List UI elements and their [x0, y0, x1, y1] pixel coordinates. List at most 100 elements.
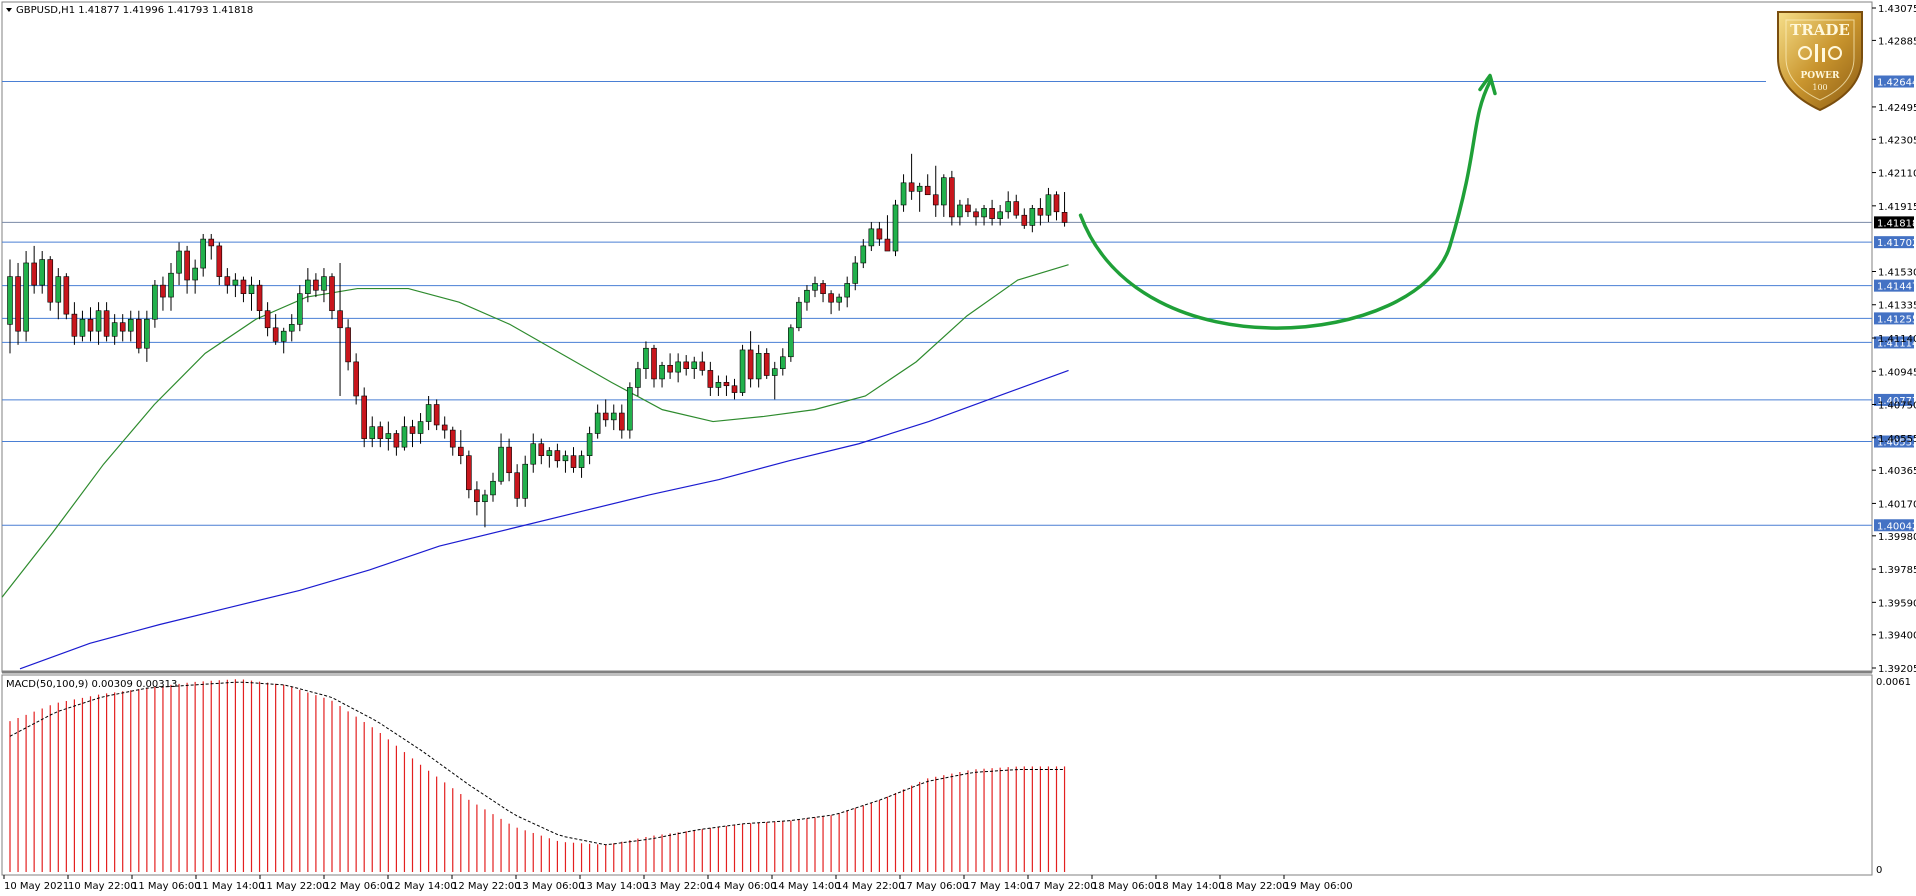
price-tick-label: 1.42305: [1878, 135, 1916, 146]
candle-body: [747, 349, 754, 380]
svg-text:TRADE: TRADE: [1790, 21, 1850, 39]
moving-averages: [1, 264, 1069, 670]
candle-body: [280, 330, 287, 342]
candle-body: [908, 182, 915, 192]
candle-body: [345, 327, 351, 363]
candle-body: [192, 267, 198, 281]
candle-body: [144, 318, 150, 349]
candle-body: [7, 276, 13, 325]
candle-body: [788, 327, 794, 358]
candle-body: [739, 349, 746, 393]
level-value: 1.41255: [1877, 314, 1916, 325]
candle-body: [15, 276, 21, 332]
candle-body: [425, 404, 432, 422]
svg-text:100: 100: [1812, 83, 1827, 92]
level-tag: [1874, 279, 1914, 292]
candle-body: [602, 412, 609, 421]
candle-body: [723, 382, 730, 387]
forecast-arrow: [1078, 73, 1497, 330]
candle-body: [136, 318, 142, 349]
candle-body: [288, 324, 295, 332]
candle-body: [981, 208, 987, 218]
candle-body: [232, 279, 239, 286]
candle-body: [184, 250, 190, 281]
level-value: 1.40042: [1877, 521, 1916, 532]
candle-body: [47, 259, 54, 303]
candle-body: [820, 283, 826, 294]
candle-body: [699, 361, 706, 371]
candle-body: [731, 385, 738, 393]
candle-body: [329, 276, 335, 312]
macd-label: MACD(50,100,9) 0.00309 0.00313: [6, 679, 177, 690]
candle-body: [417, 421, 424, 434]
candle-body: [55, 276, 62, 303]
candle-body: [707, 370, 714, 388]
trade-power-logo: TRADE POWER 100: [1772, 8, 1868, 114]
candle-body: [490, 480, 496, 496]
candle-body: [852, 262, 859, 284]
candle-body: [667, 364, 673, 373]
macd-indicator: [9, 679, 1066, 872]
candle-body: [828, 293, 834, 303]
candle-body: [248, 284, 255, 294]
candle-body: [924, 185, 931, 196]
candle-body: [570, 455, 577, 468]
time-label: 17 May 06:00: [900, 881, 969, 892]
level-tag: [1874, 312, 1914, 325]
candle-body: [940, 177, 947, 206]
candle-body: [119, 322, 126, 332]
price-tick-label: 1.41915: [1878, 202, 1916, 213]
candle-body: [989, 208, 995, 219]
candle-body: [949, 177, 955, 218]
time-label: 11 May 22:00: [260, 881, 329, 892]
candle-body: [514, 472, 520, 499]
candle-body: [812, 283, 818, 291]
macd-panel-frame: [1, 674, 1873, 876]
time-label: 10 May 22:00: [68, 881, 137, 892]
candle-body: [409, 426, 416, 434]
candle-body: [474, 489, 480, 503]
candle-body: [779, 356, 786, 369]
time-label: 13 May 14:00: [580, 881, 649, 892]
candle-body: [441, 424, 448, 431]
chevron-down-icon[interactable]: [6, 8, 12, 12]
candle-body: [562, 455, 569, 462]
candle-body: [683, 361, 690, 369]
level-tag: [1874, 519, 1914, 532]
price-tick-label: 1.41530: [1878, 267, 1916, 278]
level-tag: [1874, 75, 1914, 88]
time-label: 13 May 06:00: [516, 881, 585, 892]
price-tick-label: 1.39400: [1878, 631, 1916, 642]
level-value: 1.41114: [1877, 338, 1916, 349]
level-tag: [1874, 236, 1914, 249]
moving-average-fast: [1, 264, 1069, 598]
candle-body: [361, 395, 368, 439]
price-tick-label: 1.39785: [1878, 565, 1916, 576]
candle-body: [884, 238, 891, 252]
candle-body: [1053, 194, 1060, 213]
candle-body: [522, 463, 529, 499]
macd-signal-line: [9, 681, 1065, 846]
candle-body: [900, 182, 907, 206]
time-label: 17 May 14:00: [964, 881, 1033, 892]
candle-body: [1021, 214, 1028, 226]
macd-scale-top: 0.0061: [1876, 677, 1911, 688]
level-value: 1.40777: [1877, 396, 1916, 407]
candle-body: [385, 433, 392, 439]
candle-body: [79, 318, 86, 337]
candle-body: [111, 322, 118, 337]
candle-body: [305, 279, 311, 294]
price-tick-label: 1.43075: [1878, 4, 1916, 15]
candle-body: [916, 185, 923, 192]
price-tick-label: 1.42885: [1878, 36, 1916, 47]
candle-body: [659, 364, 665, 380]
price-tick-label: 1.40555: [1878, 434, 1916, 445]
moving-average-slow: [19, 369, 1069, 670]
level-value: 1.41818: [1877, 218, 1916, 229]
candle-body: [256, 284, 263, 312]
candle-body: [449, 429, 456, 448]
level-tag: [1874, 336, 1914, 349]
candle-body: [506, 446, 512, 474]
